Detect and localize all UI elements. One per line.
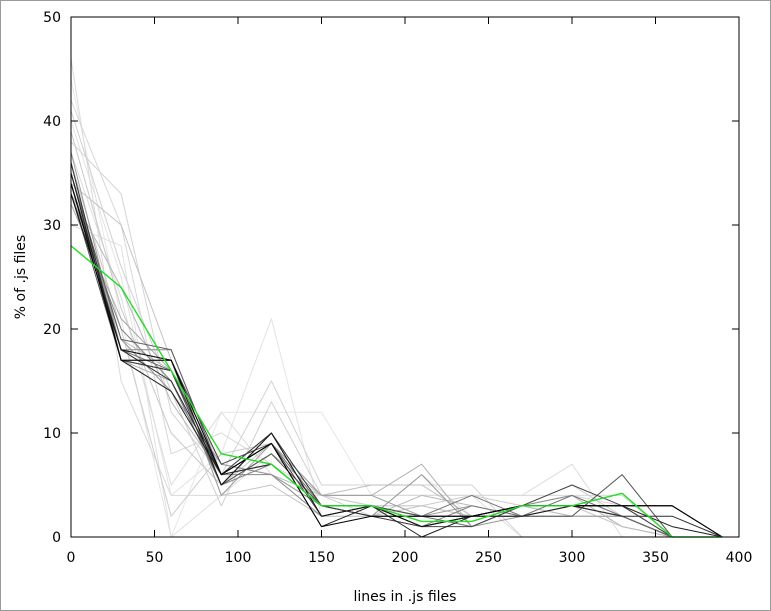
series-layer — [70, 58, 723, 538]
series-line-6 — [70, 100, 723, 538]
y-axis-title: % of .js files — [13, 235, 29, 319]
plot-area-border — [70, 16, 740, 538]
x-tick-label: 150 — [308, 550, 335, 566]
y-tick-label: 0 — [52, 530, 61, 546]
y-tick-label: 20 — [43, 322, 61, 338]
series-line-5 — [70, 58, 723, 538]
series-line-8 — [70, 110, 723, 538]
series-line-16 — [70, 152, 723, 538]
y-tick-label: 10 — [43, 426, 61, 442]
x-tick-label: 200 — [392, 550, 419, 566]
x-axis: 0 50 100 150 200 250 300 350 400 — [67, 17, 753, 566]
y-tick-label: 30 — [43, 218, 61, 234]
x-tick-label: 0 — [67, 550, 76, 566]
series-line-15 — [70, 203, 723, 538]
x-tick-label: 50 — [146, 550, 164, 566]
series-line-1 — [70, 79, 723, 538]
series-line-23 — [70, 193, 723, 538]
x-tick-label: 100 — [225, 550, 252, 566]
x-tick-label: 400 — [726, 550, 753, 566]
x-tick-label: 300 — [559, 550, 586, 566]
y-tick-label: 50 — [43, 10, 61, 26]
series-line-29 — [70, 183, 723, 538]
y-tick-label: 40 — [43, 114, 61, 130]
series-line-30 — [70, 245, 723, 538]
y-axis: 0 10 20 30 40 50 — [43, 10, 739, 546]
x-axis-title: lines in .js files — [354, 589, 457, 605]
x-tick-label: 350 — [642, 550, 669, 566]
x-tick-label: 250 — [475, 550, 502, 566]
